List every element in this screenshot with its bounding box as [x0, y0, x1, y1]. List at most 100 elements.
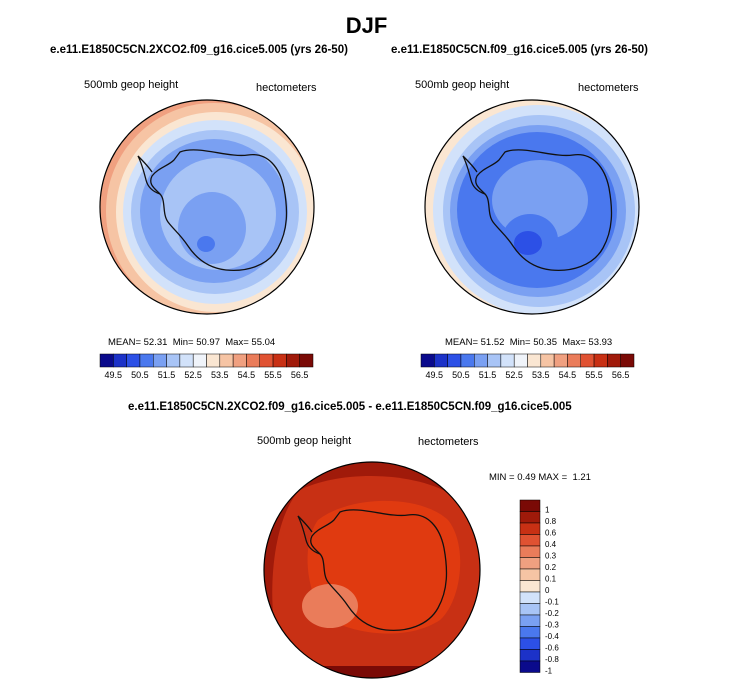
- panel-1-colorbar-tick-label: 50.5: [131, 370, 149, 380]
- diff-units: hectometers: [418, 436, 479, 448]
- diff-colorbar-tick-label: 0.6: [545, 529, 557, 538]
- panel-2-colorbar-swatch: [527, 353, 542, 368]
- panel-1-colorbar-swatch: [113, 353, 127, 368]
- diff-colorbar-swatch: [519, 626, 541, 639]
- diff-colorbar-swatch: [519, 511, 541, 524]
- panel-1-units: hectometers: [256, 82, 317, 94]
- panel-2-colorbar-swatch: [447, 353, 462, 368]
- diff-colorbar: 1 0.8 0.6 0.4 0.3 0.2 0.1 0 -0.1 -0.2 -0.3 -0.4 -0.6…: [519, 499, 559, 676]
- diff-colorbar-swatch: [519, 637, 541, 650]
- panel-2-colorbar-swatch: [434, 353, 448, 368]
- diff-contour-edge: [264, 666, 480, 678]
- diff-map-border: [263, 461, 481, 679]
- diff-colorbar-swatch: [519, 499, 541, 512]
- diff-colorbar-tick-label: -0.3: [545, 621, 559, 630]
- panel-2-min: 50.35: [533, 337, 557, 348]
- panel-1-colorbar-swatch: [206, 353, 221, 368]
- panel-2-colorbar-swatch: [474, 353, 488, 368]
- diff-map: [263, 461, 481, 679]
- diff-colorbar-swatch: [519, 545, 541, 558]
- panel-1-contour-7: [178, 192, 246, 264]
- panel-2-mean: 51.52: [480, 337, 505, 348]
- panel-1-min: 50.97: [196, 337, 220, 348]
- diff-min-label: MIN =: [489, 472, 515, 483]
- panel-1-min-label: Min=: [172, 337, 194, 348]
- panel-1-colorbar-swatch: [219, 353, 234, 368]
- panel-1-mean: 52.31: [143, 337, 168, 348]
- panel-2-map: [424, 99, 640, 315]
- panel-1-colorbar-swatch: [139, 353, 154, 368]
- panel-1-stats: MEAN= 52.31 Min= 50.97 Max= 55.04: [108, 337, 275, 348]
- diff-max-label: MAX =: [538, 472, 568, 483]
- diff-colorbar-tick-label: -0.8: [545, 655, 559, 664]
- panel-2-colorbar-swatch: [420, 353, 435, 368]
- panel-1-colorbar-swatch: [232, 353, 247, 368]
- diff-title: e.e11.E1850C5CN.2XCO2.f09_g16.cice5.005 …: [128, 401, 572, 413]
- diff-colorbar-tick-label: 0.1: [545, 575, 557, 584]
- diff-colorbar-tick-label: -0.2: [545, 609, 559, 618]
- panel-1-contour-min: [197, 236, 215, 252]
- panel-1-colorbar-swatch: [299, 353, 314, 368]
- diff-colorbar-tick-label: 0.4: [545, 540, 557, 549]
- panel-2-map-border: [424, 99, 640, 315]
- panel-1-colorbar-swatch: [166, 353, 181, 368]
- panel-2-colorbar-swatch: [620, 353, 635, 368]
- figure-title: DJF: [345, 13, 388, 38]
- panel-2-case-title: e.e11.E1850C5CN.f09_g16.cice5.005 (yrs 2…: [391, 44, 649, 56]
- diff-colorbar-tick-label: 0: [545, 586, 550, 595]
- panel-2-colorbar-swatch: [513, 353, 528, 368]
- panel-2-units: hectometers: [578, 82, 639, 94]
- diff-colorbar-tick-label: -0.4: [545, 632, 559, 641]
- panel-2-colorbar-swatch: [580, 353, 595, 368]
- panel-1-colorbar-swatch: [246, 353, 260, 368]
- panel-2-colorbar-swatch: [607, 353, 621, 368]
- diff-colorbar-tick-label: 0.3: [545, 552, 557, 561]
- panel-2-colorbar-swatch: [487, 353, 502, 368]
- panel-2-max: 53.93: [588, 337, 613, 348]
- panel-1-max: 55.04: [251, 337, 276, 348]
- diff-colorbar-swatch: [519, 649, 541, 662]
- panel-2-colorbar-tick-label: 53.5: [532, 370, 550, 380]
- panel-2-contour-min: [514, 231, 542, 255]
- diff-colorbar-swatch: [519, 580, 541, 593]
- panel-1-colorbar-swatch: [286, 353, 300, 368]
- diff-minmax: MIN = 0.49 MAX = 1.21: [489, 472, 591, 483]
- panel-2-colorbar-swatch: [567, 353, 581, 368]
- diff-colorbar-swatch: [519, 522, 541, 535]
- panel-1-colorbar-swatch: [153, 353, 167, 368]
- panel-2-colorbar-swatch: [540, 353, 555, 368]
- panel-1-colorbar-tick-label: 53.5: [211, 370, 229, 380]
- panel-1-colorbar-swatch: [192, 353, 207, 368]
- panel-2-colorbar-swatch: [460, 353, 475, 368]
- panel-1-variable: 500mb geop height: [84, 79, 179, 91]
- panel-2-colorbar-tick-label: 54.5: [559, 370, 577, 380]
- diff-colorbar-tick-label: 1: [545, 506, 550, 515]
- diff-colorbar-tick-label: 0.2: [545, 563, 557, 572]
- diff-colorbar-swatch: [519, 568, 541, 581]
- panel-1-colorbar-tick-label: 49.5: [105, 370, 123, 380]
- panel-1-mean-label: MEAN=: [108, 337, 141, 348]
- panel-2-colorbar-tick-label: 49.5: [426, 370, 444, 380]
- panel-1-map: [99, 99, 315, 315]
- panel-2-colorbar-swatch: [593, 353, 608, 368]
- panel-1-case-title: e.e11.E1850C5CN.2XCO2.f09_g16.cice5.005 …: [50, 44, 348, 56]
- diff-colorbar-swatch: [519, 557, 541, 570]
- diff-variable: 500mb geop height: [257, 435, 352, 447]
- panel-2-colorbar-tick-label: 56.5: [612, 370, 630, 380]
- panel-1-colorbar-tick-label: 51.5: [158, 370, 176, 380]
- panel-2-max-label: Max=: [562, 337, 586, 348]
- panel-2-colorbar-swatch: [553, 353, 568, 368]
- panel-1-colorbar-tick-label: 55.5: [264, 370, 282, 380]
- diff-min: 0.49: [517, 472, 536, 483]
- diff-colorbar-swatch: [519, 603, 541, 616]
- panel-1-colorbar-tick-label: 52.5: [184, 370, 202, 380]
- panel-2-colorbar-tick-label: 51.5: [479, 370, 497, 380]
- panel-2-min-label: Min=: [509, 337, 531, 348]
- panel-2-colorbar-tick-label: 50.5: [452, 370, 470, 380]
- panel-1-colorbar-swatch: [259, 353, 274, 368]
- panel-2-colorbar-tick-label: 52.5: [505, 370, 523, 380]
- diff-colorbar-tick-label: -0.1: [545, 598, 559, 607]
- panel-1-colorbar-swatch: [99, 353, 114, 368]
- panel-2-colorbar-tick-label: 55.5: [585, 370, 603, 380]
